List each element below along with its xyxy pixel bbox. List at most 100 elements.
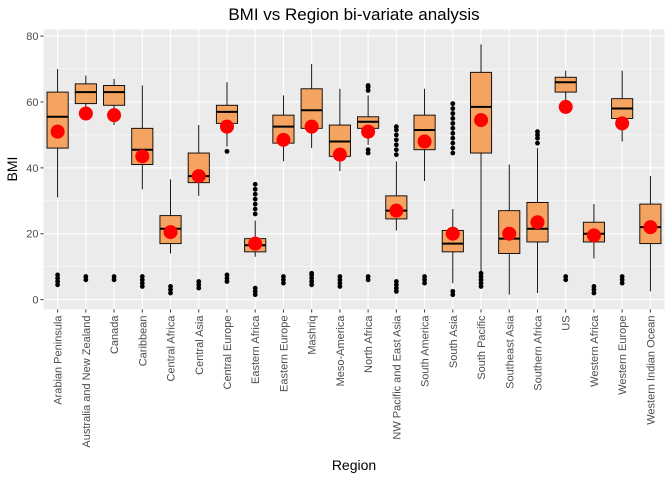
outlier-point xyxy=(535,129,540,135)
box-8 xyxy=(272,95,295,286)
outlier-point xyxy=(591,287,597,293)
mean-point xyxy=(474,113,489,128)
box-12 xyxy=(385,124,408,294)
outlier-point xyxy=(450,135,456,141)
box-5 xyxy=(187,125,210,291)
mean-point xyxy=(586,228,601,243)
x-tick-label: South America xyxy=(420,315,432,387)
outlier-point xyxy=(111,274,117,279)
outlier-point xyxy=(224,279,230,284)
outlier-point xyxy=(393,124,399,130)
outlier-point xyxy=(281,280,286,286)
outlier-point xyxy=(168,284,173,289)
outlier-point xyxy=(450,145,456,151)
outlier-point xyxy=(252,181,258,187)
box-15 xyxy=(469,44,493,289)
y-axis-ticks: 0 20 40 60 80 xyxy=(26,31,44,307)
y-tick-label: 60 xyxy=(26,97,38,109)
box-body xyxy=(554,76,577,93)
outlier-point xyxy=(619,277,625,283)
outlier-point xyxy=(393,288,399,294)
outlier-point xyxy=(139,284,145,289)
mean-point xyxy=(107,108,122,123)
outlier-point xyxy=(478,280,484,286)
mean-point xyxy=(219,119,234,134)
outlier-point xyxy=(168,287,173,293)
outlier-point xyxy=(478,270,484,276)
outlier-point xyxy=(337,280,343,286)
box-17 xyxy=(526,129,549,294)
x-tick-label: Meso-America xyxy=(335,315,347,387)
outlier-point xyxy=(619,274,625,279)
outlier-point xyxy=(450,101,456,107)
mean-point xyxy=(191,169,206,184)
outlier-point xyxy=(224,275,230,281)
outlier-point xyxy=(252,191,258,197)
outlier-point xyxy=(450,150,456,156)
box-2 xyxy=(103,78,126,283)
x-tick-label: South Asia xyxy=(448,315,460,368)
x-tick-label: Mashriq xyxy=(307,316,319,355)
x-tick-label: Central Europe xyxy=(222,316,234,390)
outlier-point xyxy=(83,277,89,283)
outlier-point xyxy=(196,282,202,288)
box-series xyxy=(46,44,662,298)
outlier-point xyxy=(55,282,61,288)
box-16 xyxy=(498,164,521,295)
outlier-point xyxy=(450,140,456,146)
x-tick-label: Eastern Europe xyxy=(278,316,290,392)
box-20 xyxy=(611,70,634,286)
outlier-point xyxy=(450,130,456,136)
mean-point xyxy=(248,236,263,251)
x-tick-label: Southeast Asia xyxy=(504,315,516,389)
outlier-point xyxy=(224,148,230,154)
x-tick-label: Australia and New Zealand xyxy=(81,316,93,448)
outlier-point xyxy=(252,292,258,298)
x-axis-ticks: Arabian Peninsula Australia and New Zeala… xyxy=(53,309,657,448)
outlier-point xyxy=(393,137,399,143)
outlier-point xyxy=(139,277,145,283)
outlier-point xyxy=(55,279,61,284)
outlier-point xyxy=(309,270,315,276)
x-tick-label: South Pacific xyxy=(476,315,488,380)
outlier-point xyxy=(422,274,427,279)
box-6 xyxy=(215,82,239,284)
x-axis-title: Region xyxy=(332,457,376,473)
mean-point xyxy=(50,124,65,139)
x-tick-label: Western Indian Ocean xyxy=(645,316,657,425)
outlier-point xyxy=(139,274,145,279)
outlier-point xyxy=(55,275,61,281)
mean-point xyxy=(304,119,319,134)
outlier-point xyxy=(393,285,399,291)
outlier-point xyxy=(337,277,343,283)
box-11 xyxy=(357,83,380,283)
outlier-point xyxy=(422,277,427,283)
x-tick-label: North Africa xyxy=(363,315,375,373)
outlier-point xyxy=(224,272,230,278)
outlier-point xyxy=(337,274,343,279)
box-19 xyxy=(582,204,605,296)
box-0 xyxy=(46,69,69,288)
mean-point xyxy=(643,220,658,235)
outlier-point xyxy=(252,285,258,291)
outlier-point xyxy=(450,106,456,111)
outlier-point xyxy=(393,132,399,138)
outlier-point xyxy=(337,284,343,289)
outlier-point xyxy=(563,277,569,283)
mean-point xyxy=(558,99,573,114)
mean-point xyxy=(163,225,178,240)
outlier-point xyxy=(450,288,456,294)
outlier-point xyxy=(365,277,371,283)
x-tick-label: Central Asia xyxy=(194,315,206,375)
outlier-point xyxy=(168,290,173,296)
x-tick-label: Canada xyxy=(109,315,121,354)
outlier-point xyxy=(196,279,202,284)
outlier-point xyxy=(478,277,484,283)
box-21 xyxy=(639,176,662,292)
outlier-point xyxy=(450,111,456,116)
outlier-point xyxy=(393,279,399,284)
outlier-point xyxy=(309,275,315,281)
box-body xyxy=(469,71,493,154)
outlier-point xyxy=(393,282,399,288)
mean-point xyxy=(78,106,93,121)
